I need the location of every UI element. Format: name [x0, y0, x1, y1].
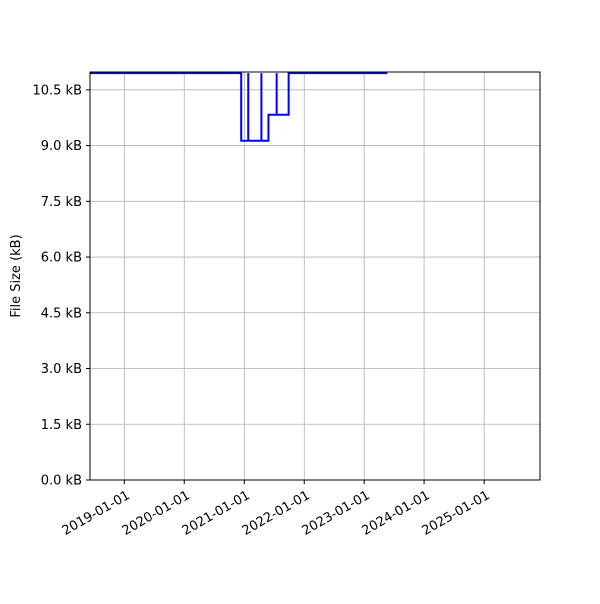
y-tick-label: 1.5 kB [41, 418, 82, 433]
y-axis: 0.0 kB 1.5 kB 3.0 kB 4.5 kB 6.0 kB 7.5 kB 9.0 … [32, 83, 90, 488]
y-tick-label: 7.5 kB [41, 195, 82, 210]
y-tick-label: 9.0 kB [41, 139, 82, 154]
y-axis-label: File Size (kB) [9, 234, 24, 317]
x-tick-label: 2025-01-01 [420, 488, 493, 539]
plot-area [90, 73, 387, 141]
grid [90, 72, 540, 480]
x-tick-label: 2020-01-01 [120, 488, 193, 539]
y-tick-label: 4.5 kB [41, 306, 82, 321]
x-tick-label: 2024-01-01 [360, 488, 433, 539]
y-tick-label: 6.0 kB [41, 251, 82, 266]
y-tick-label: 3.0 kB [41, 362, 82, 377]
axes-frame [90, 72, 540, 480]
x-axis: 2019-01-012020-01-012021-01-012022-01-01… [60, 480, 493, 539]
y-tick-label: 10.5 kB [32, 83, 82, 98]
y-tick-label: 0.0 kB [41, 474, 82, 489]
series-line [90, 73, 387, 141]
